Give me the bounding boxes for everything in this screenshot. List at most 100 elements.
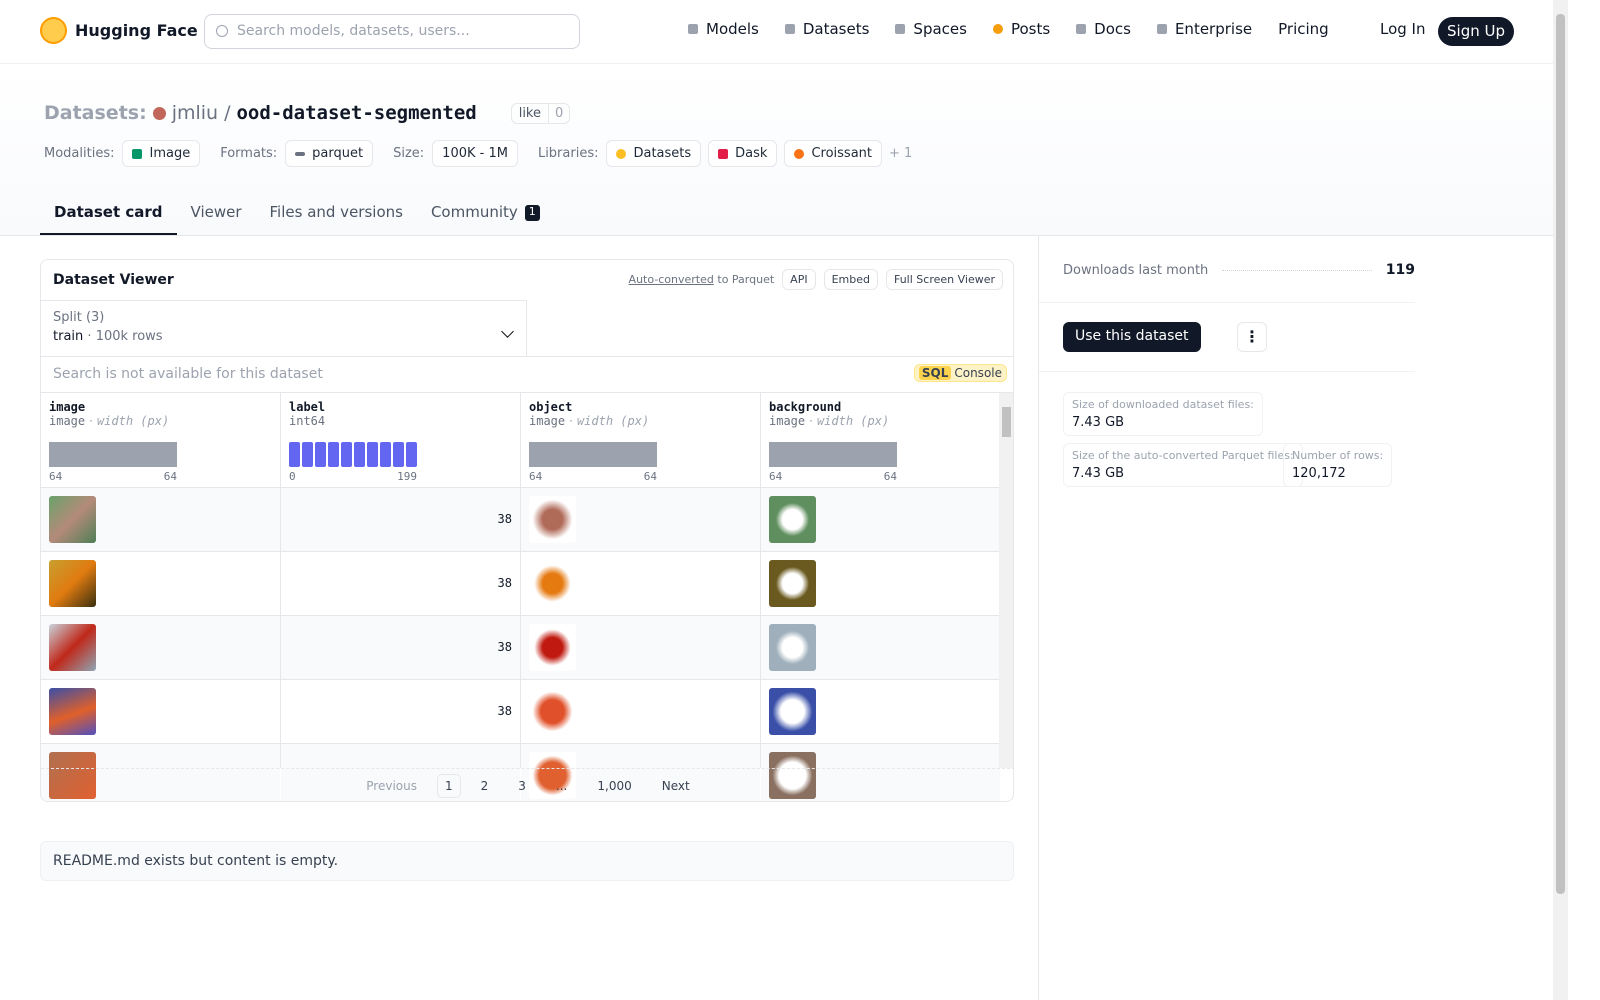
thumbnail (769, 624, 816, 671)
column-stat: width (px) (96, 414, 170, 428)
thumbnail (529, 688, 576, 735)
dataset-viewer: Dataset Viewer Auto-converted to Parquet… (40, 259, 1014, 802)
split-name: train (53, 329, 84, 344)
histogram-bar (341, 442, 352, 467)
nav-link[interactable]: Datasets (784, 20, 870, 38)
repo-title: Datasets: jmliu / ood-dataset-segmented … (44, 102, 571, 124)
tab[interactable]: Files and versions (256, 190, 417, 235)
column-name: object (529, 400, 573, 414)
fullscreen-button[interactable]: Full Screen Viewer (885, 269, 1003, 290)
row-cell (761, 552, 1000, 616)
column: background image · width (px) 64 64 (761, 393, 1001, 801)
page[interactable]: 3 (518, 779, 526, 793)
tag[interactable]: Datasets (606, 140, 702, 167)
repo-header: Datasets: jmliu / ood-dataset-segmented … (0, 64, 1553, 236)
page-ellipsis: ... (555, 779, 568, 793)
nav-link[interactable]: Docs (1076, 20, 1131, 38)
tab[interactable]: Community 1 (417, 190, 554, 235)
thumbnail (49, 496, 96, 543)
nav-link-text: Datasets (802, 20, 870, 38)
nav-link-text: Pricing (1278, 20, 1329, 38)
signup[interactable]: Sign Up (1438, 17, 1514, 46)
avatar (152, 106, 166, 120)
column-header: label int64 0 199 (281, 393, 520, 488)
sql-console[interactable]: SQL Console (913, 364, 1007, 382)
tag[interactable]: parquet (285, 140, 374, 167)
repo-name[interactable]: ood-dataset-segmented (236, 102, 477, 124)
thumbnail (49, 752, 96, 799)
histogram-bar (315, 442, 326, 467)
thumbnail (529, 496, 576, 543)
column-type: image · width (px) (769, 414, 992, 428)
column-dtype: image (529, 414, 566, 428)
nav-link[interactable]: Spaces (895, 20, 967, 38)
histogram-bar (354, 442, 365, 467)
like-count: 0 (548, 103, 569, 123)
brand[interactable]: Hugging Face (40, 17, 198, 44)
sidebar: Downloads last month 119 Use this dataset… (1038, 236, 1553, 1000)
label-value: 38 (497, 576, 512, 590)
more-menu[interactable]: ⋮ (1237, 322, 1267, 352)
stat: Size of the auto-converted Parquet files… (1063, 443, 1303, 487)
nav-links: Models Datasets Spaces Posts Docs Enterp… (688, 20, 1329, 38)
histogram-bar (529, 442, 657, 467)
nav-link-text: Docs (1094, 20, 1131, 38)
split-dot: · (87, 329, 92, 344)
thumbnail (769, 560, 816, 607)
tab[interactable]: Viewer (177, 190, 256, 235)
histogram (529, 442, 657, 467)
tag[interactable]: Image (122, 140, 201, 167)
histogram-bar (393, 442, 404, 467)
separator: / (224, 102, 231, 124)
use-dataset[interactable]: Use this dataset (1063, 322, 1201, 352)
sql-badge: SQL (918, 366, 952, 380)
downloads: Downloads last month 119 (1063, 262, 1415, 278)
owner[interactable]: jmliu (171, 102, 219, 124)
page[interactable]: 2 (480, 779, 489, 793)
stat: Number of rows: 120,172 (1283, 443, 1393, 487)
like-button[interactable]: like 0 (510, 102, 571, 124)
dot: · (569, 414, 573, 428)
row-cell (41, 488, 280, 552)
histogram-bar (406, 442, 417, 467)
thumbnail (49, 560, 96, 607)
previous[interactable]: Previous (366, 779, 417, 793)
nav-link[interactable]: Enterprise (1156, 20, 1253, 38)
histogram-bar (302, 442, 313, 467)
nav-link[interactable]: Models (688, 20, 759, 38)
tabs: Dataset card Viewer Files and versions C… (40, 190, 554, 235)
split-select[interactable]: Split (3) train · 100k rows (41, 300, 527, 357)
more-tags[interactable]: + 1 (889, 146, 913, 161)
login[interactable]: Log In (1380, 20, 1426, 38)
tag-label: Formats: (220, 146, 278, 161)
histogram-bar (769, 442, 897, 467)
row-cell: 38 (281, 616, 520, 680)
nav-link[interactable]: Pricing (1278, 20, 1329, 38)
column-stat: width (px) (816, 414, 890, 428)
column-type: int64 (289, 414, 512, 428)
search-box[interactable]: Search models, datasets, users... (204, 14, 580, 49)
api-button[interactable]: API (782, 269, 816, 290)
nav-link-text: Enterprise (1174, 20, 1253, 38)
tag-text: parquet (312, 146, 364, 161)
auto-converted[interactable]: Auto-converted (628, 273, 714, 286)
next[interactable]: Next (661, 779, 690, 793)
section[interactable]: Datasets: (44, 102, 147, 124)
tab-text: Files and versions (269, 203, 403, 221)
tag[interactable]: 100K - 1M (432, 140, 518, 167)
nav-link[interactable]: Posts (992, 20, 1050, 38)
column: label int64 0 199 38 38 38 38 (281, 393, 521, 801)
row-cell (761, 680, 1000, 744)
tag[interactable]: Dask (708, 140, 778, 167)
stat-label: Size of downloaded dataset files: (1072, 398, 1254, 411)
page[interactable]: 1 (437, 774, 461, 798)
page[interactable]: 1,000 (597, 779, 632, 793)
embed-button[interactable]: Embed (823, 269, 878, 290)
histogram-bar (328, 442, 339, 467)
column-name: background (769, 400, 842, 414)
split-label: Split (3) (53, 310, 105, 325)
histogram (289, 442, 417, 467)
tab[interactable]: Dataset card (40, 190, 177, 235)
tag[interactable]: Croissant (784, 140, 883, 167)
stat-value: 120,172 (1292, 466, 1346, 481)
